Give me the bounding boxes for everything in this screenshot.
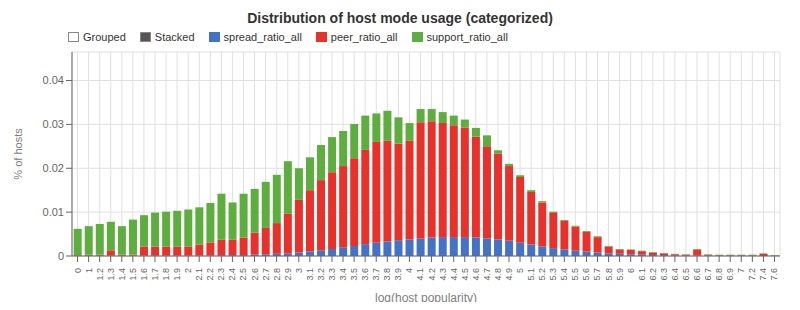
svg-text:3.1: 3.1 [305, 268, 315, 281]
svg-text:7: 7 [736, 268, 746, 273]
svg-text:1.6: 1.6 [139, 268, 149, 281]
svg-text:6.6: 6.6 [692, 268, 702, 281]
svg-text:4.7: 4.7 [482, 268, 492, 281]
svg-text:3.2: 3.2 [316, 268, 326, 281]
svg-text:0.01: 0.01 [43, 206, 64, 218]
svg-text:2: 2 [183, 268, 193, 273]
svg-text:5.3: 5.3 [548, 268, 558, 281]
svg-text:3.5: 3.5 [349, 268, 359, 281]
svg-text:6.2: 6.2 [648, 268, 658, 281]
svg-text:4.9: 4.9 [504, 268, 514, 281]
svg-text:3.7: 3.7 [371, 268, 381, 281]
svg-text:4.2: 4.2 [427, 268, 437, 281]
svg-text:4.8: 4.8 [493, 268, 503, 281]
svg-text:5.1: 5.1 [526, 268, 536, 281]
svg-text:4.4: 4.4 [449, 268, 459, 281]
svg-text:0.02: 0.02 [43, 162, 64, 174]
svg-text:6.9: 6.9 [725, 268, 735, 281]
svg-text:3.3: 3.3 [327, 268, 337, 281]
svg-text:6: 6 [626, 268, 636, 273]
svg-text:6.3: 6.3 [659, 268, 669, 281]
svg-text:4: 4 [404, 268, 414, 273]
svg-text:6.7: 6.7 [703, 268, 713, 281]
svg-text:2.4: 2.4 [227, 268, 237, 281]
svg-text:5.8: 5.8 [604, 268, 614, 281]
svg-text:6.8: 6.8 [714, 268, 724, 281]
svg-text:1.7: 1.7 [150, 268, 160, 281]
svg-text:1.2: 1.2 [95, 268, 105, 281]
html-text:Stacked: Stacked [154, 31, 195, 43]
svg-text:1.3: 1.3 [106, 268, 116, 281]
svg-text:6.1: 6.1 [637, 268, 647, 281]
svg-text:0.04: 0.04 [43, 74, 64, 86]
html-text:support_ratio_all: support_ratio_all [426, 31, 508, 43]
svg-text:0.03: 0.03 [43, 118, 64, 130]
svg-text:1: 1 [84, 268, 94, 273]
svg-text:log(host popularity): log(host popularity) [375, 291, 477, 302]
svg-text:5.2: 5.2 [537, 268, 547, 281]
svg-text:2.8: 2.8 [272, 268, 282, 281]
html-text:Grouped: Grouped [83, 31, 126, 43]
svg-text:5.9: 5.9 [615, 268, 625, 281]
svg-text:4.3: 4.3 [438, 268, 448, 281]
svg-text:3.4: 3.4 [338, 268, 348, 281]
svg-text:4.5: 4.5 [460, 268, 470, 281]
svg-text:1.4: 1.4 [117, 268, 127, 281]
svg-text:3.8: 3.8 [382, 268, 392, 281]
svg-text:1.9: 1.9 [172, 268, 182, 281]
html-text:peer_ratio_all: peer_ratio_all [330, 31, 398, 43]
svg-text:3: 3 [294, 268, 304, 273]
svg-text:4.1: 4.1 [415, 268, 425, 281]
html-text:spread_ratio_all: spread_ratio_all [223, 31, 302, 43]
svg-text:7.6: 7.6 [769, 268, 779, 281]
svg-text:5.4: 5.4 [559, 268, 569, 281]
svg-text:2.5: 2.5 [238, 268, 248, 281]
svg-text:2.9: 2.9 [283, 268, 293, 281]
svg-text:7.2: 7.2 [747, 268, 757, 281]
svg-text:% of hosts: % of hosts [12, 128, 24, 180]
svg-text:2.7: 2.7 [261, 268, 271, 281]
svg-text:2.6: 2.6 [250, 268, 260, 281]
svg-text:6.4: 6.4 [670, 268, 680, 281]
svg-text:5.7: 5.7 [592, 268, 602, 281]
svg-text:2.1: 2.1 [194, 268, 204, 281]
svg-text:5: 5 [515, 268, 525, 273]
svg-text:5.6: 5.6 [581, 268, 591, 281]
svg-text:1.8: 1.8 [161, 268, 171, 281]
svg-text:0: 0 [58, 250, 64, 262]
svg-text:2.2: 2.2 [205, 268, 215, 281]
svg-text:4.6: 4.6 [471, 268, 481, 281]
html-text:Distribution of host mode usag: Distribution of host mode usage (categor… [247, 10, 553, 26]
svg-text:3.9: 3.9 [393, 268, 403, 281]
svg-text:0: 0 [73, 268, 83, 273]
svg-text:7.4: 7.4 [758, 268, 768, 281]
svg-text:6.5: 6.5 [681, 268, 691, 281]
svg-text:3.6: 3.6 [360, 268, 370, 281]
svg-text:1.5: 1.5 [128, 268, 138, 281]
svg-text:2.3: 2.3 [216, 268, 226, 281]
svg-text:5.5: 5.5 [570, 268, 580, 281]
